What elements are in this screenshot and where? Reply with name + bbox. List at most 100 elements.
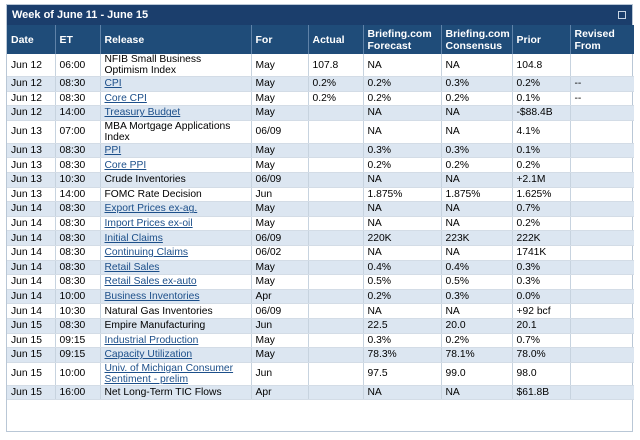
cell-forecast: 220K (363, 230, 442, 246)
release-link[interactable]: PPI (104, 145, 122, 157)
cell-consensus: NA (441, 201, 513, 217)
cell-et: 08:30 (55, 230, 101, 246)
release-link[interactable]: Initial Claims (104, 232, 163, 244)
cell-revised (570, 216, 634, 232)
cell-revised (570, 333, 634, 349)
cell-prior: 0.0% (512, 289, 571, 305)
window-toggle-icon[interactable] (618, 11, 626, 19)
cell-revised (570, 274, 634, 290)
cell-release: Export Prices ex-ag. (100, 201, 252, 217)
release-link[interactable]: Univ. of Michigan Consumer Sentiment - p… (104, 362, 234, 385)
table-row: Jun 15 09:15 Capacity Utilization May 78.3% 7… (7, 347, 634, 363)
cell-consensus: NA (441, 120, 513, 144)
release-link[interactable]: Retail Sales (104, 261, 160, 273)
cell-consensus: 0.2% (441, 157, 513, 173)
cell-consensus: NA (441, 172, 513, 188)
cell-actual (308, 245, 364, 261)
release-link[interactable]: Core CPI (104, 92, 147, 104)
release-link[interactable]: Capacity Utilization (104, 349, 193, 361)
release-link[interactable]: Continuing Claims (104, 247, 189, 259)
cell-release: FOMC Rate Decision (100, 187, 252, 203)
calendar-title: Week of June 11 - June 15 (12, 9, 149, 21)
table-header-row: Date ET Release For Actual Briefing.com … (7, 25, 634, 54)
cell-release: CPI (100, 76, 252, 92)
cell-actual: 0.2% (308, 91, 364, 107)
cell-date: Jun 13 (7, 187, 56, 203)
cell-revised (570, 105, 634, 121)
cell-actual (308, 172, 364, 188)
table-row: Jun 12 14:00 Treasury Budget May NA NA -$88.4B (7, 105, 634, 121)
cell-revised (570, 54, 634, 77)
cell-for: May (251, 76, 309, 92)
table-row: Jun 15 16:00 Net Long-Term TIC Flows Apr NA N… (7, 385, 634, 401)
column-header-for: For (251, 25, 309, 54)
cell-for: May (251, 260, 309, 276)
cell-et: 10:30 (55, 172, 101, 188)
cell-revised (570, 289, 634, 305)
cell-revised (570, 303, 634, 319)
cell-for: May (251, 274, 309, 290)
cell-actual (308, 303, 364, 319)
release-link[interactable]: Industrial Production (104, 334, 199, 346)
cell-for: 06/09 (251, 303, 309, 319)
cell-et: 09:15 (55, 333, 101, 349)
cell-et: 08:30 (55, 201, 101, 217)
economic-calendar-table: Date ET Release For Actual Briefing.com … (7, 25, 634, 401)
cell-release: NFIB Small Business Optimism Index (100, 54, 252, 77)
cell-date: Jun 15 (7, 362, 56, 386)
release-link[interactable]: Retail Sales ex-auto (104, 276, 197, 288)
cell-et: 10:30 (55, 303, 101, 319)
cell-for: Jun (251, 187, 309, 203)
cell-forecast: 0.4% (363, 260, 442, 276)
cell-prior: 98.0 (512, 362, 571, 386)
cell-actual (308, 143, 364, 159)
cell-release: Business Inventories (100, 289, 252, 305)
cell-prior: 0.3% (512, 260, 571, 276)
cell-revised (570, 362, 634, 386)
cell-forecast: NA (363, 201, 442, 217)
cell-date: Jun 15 (7, 333, 56, 349)
cell-revised (570, 172, 634, 188)
cell-actual: 107.8 (308, 54, 364, 77)
release-link[interactable]: Treasury Budget (104, 107, 181, 119)
cell-release: Retail Sales (100, 260, 252, 276)
cell-prior: 222K (512, 230, 571, 246)
cell-actual (308, 201, 364, 217)
table-row: Jun 12 06:00 NFIB Small Business Optimism … (7, 54, 634, 77)
column-header-consensus: Briefing.com Consensus (441, 25, 513, 54)
cell-et: 10:00 (55, 289, 101, 305)
table-row: Jun 13 10:30 Crude Inventories 06/09 NA NA +2.… (7, 172, 634, 188)
cell-consensus: 20.0 (441, 318, 513, 334)
cell-revised (570, 143, 634, 159)
cell-prior: +2.1M (512, 172, 571, 188)
column-header-revised-from: Revised From (570, 25, 634, 54)
cell-consensus: NA (441, 245, 513, 261)
cell-date: Jun 13 (7, 143, 56, 159)
cell-release: Core CPI (100, 91, 252, 107)
cell-forecast: 0.2% (363, 91, 442, 107)
release-link[interactable]: Core PPI (104, 159, 147, 171)
cell-release: Crude Inventories (100, 172, 252, 188)
cell-for: May (251, 91, 309, 107)
cell-release: Treasury Budget (100, 105, 252, 121)
cell-et: 16:00 (55, 385, 101, 401)
release-link[interactable]: CPI (104, 78, 122, 90)
cell-revised (570, 318, 634, 334)
cell-date: Jun 15 (7, 318, 56, 334)
cell-for: Apr (251, 385, 309, 401)
cell-actual (308, 289, 364, 305)
table-row: Jun 12 08:30 CPI May 0.2% 0.2% 0.3% 0.2% -- (7, 76, 634, 92)
release-link[interactable]: Export Prices ex-ag. (104, 203, 198, 215)
table-row: Jun 14 08:30 Initial Claims 06/09 220K 223K 22… (7, 230, 634, 246)
release-link[interactable]: Business Inventories (104, 291, 200, 303)
cell-prior: 0.3% (512, 274, 571, 290)
release-link[interactable]: Import Prices ex-oil (104, 218, 193, 230)
table-row: Jun 14 10:30 Natural Gas Inventories 06/09 N… (7, 303, 634, 319)
cell-et: 08:30 (55, 216, 101, 232)
cell-revised (570, 260, 634, 276)
cell-et: 07:00 (55, 120, 101, 144)
cell-consensus: 0.2% (441, 91, 513, 107)
cell-forecast: NA (363, 303, 442, 319)
cell-et: 14:00 (55, 105, 101, 121)
cell-actual (308, 260, 364, 276)
